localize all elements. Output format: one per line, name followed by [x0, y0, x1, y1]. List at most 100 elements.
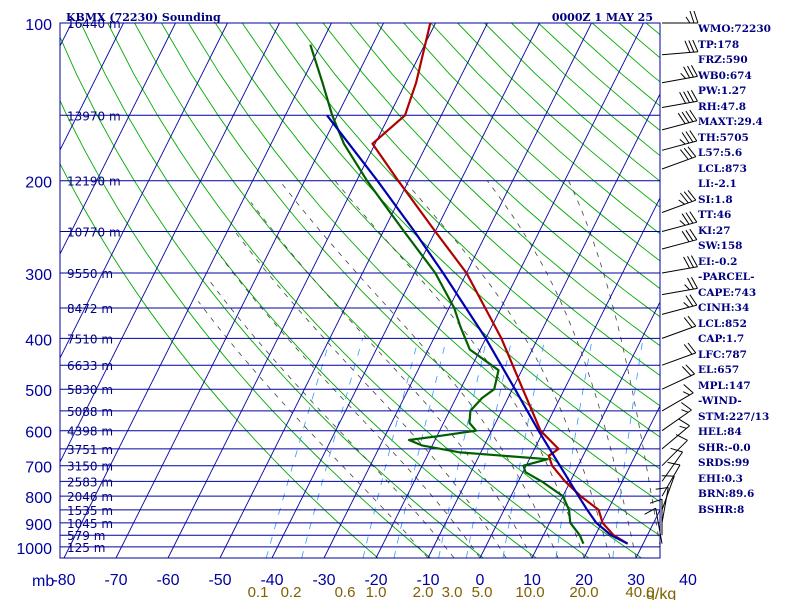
height-tick-label: 16440 m — [67, 17, 121, 31]
sounding-index-item: EHI:0.3 — [698, 472, 743, 485]
sounding-index-item: EI:-0.2 — [698, 255, 738, 268]
wind-barb — [661, 364, 695, 390]
mixing-ratio-tick-label: 3.0 — [442, 584, 463, 600]
wind-barb — [661, 89, 698, 108]
isotherm-line — [323, 23, 592, 558]
temperature-tick-label: 10 — [523, 572, 541, 589]
sounding-index-item: RH:47.8 — [698, 100, 747, 113]
moist-adiabat-line — [197, 301, 429, 558]
temperature-tick-label: -30 — [312, 572, 335, 589]
sounding-index-item: -PARCEL- — [698, 271, 755, 283]
temperature-profile-line — [371, 23, 629, 545]
isotherm-line — [219, 23, 488, 558]
mixing-ratio-tick-label: 5.0 — [472, 584, 493, 600]
mixing-ratio-line — [612, 338, 644, 558]
sounding-index-item: BRN:89.6 — [698, 488, 755, 500]
dry-adiabat-line — [214, 23, 660, 470]
sounding-index-item: TH:5705 — [698, 131, 749, 144]
height-tick-label: 1045 m — [67, 517, 113, 531]
sounding-index-item: FRZ:590 — [698, 54, 748, 66]
sounding-index-item: -WIND- — [698, 395, 742, 407]
mixing-ratio-tick-label: 40.0 — [625, 584, 654, 600]
sounding-index-item: WB0:674 — [698, 69, 752, 82]
wind-barb — [661, 418, 690, 450]
isotherm-line — [60, 23, 176, 256]
wind-barb — [661, 109, 698, 131]
sounding-index-item: CAPE:743 — [698, 286, 757, 299]
mixing-ratio-tick-label: 0.1 — [248, 584, 269, 600]
wind-barb — [662, 10, 699, 24]
dry-adiabat-line — [403, 23, 660, 262]
wind-barb — [661, 402, 692, 432]
height-tick-label: 5088 m — [67, 405, 113, 419]
sounding-index-item: LI:-2.1 — [698, 178, 737, 190]
wind-barb — [661, 277, 698, 296]
height-tick-label: 10770 m — [67, 226, 121, 240]
sounding-index-item: CAP:1.7 — [698, 333, 745, 345]
sounding-index-item: STM:227/13 — [698, 410, 770, 423]
parcel-path-line — [326, 114, 629, 545]
dry-adiabat-line — [80, 23, 537, 558]
mixing-ratio-line — [502, 338, 546, 558]
sounding-index-item: MPL:147 — [698, 379, 751, 392]
chart-title: KBMX (72230) Sounding — [66, 11, 221, 24]
mixing-ratio-line — [301, 338, 364, 558]
wind-barb — [661, 384, 694, 412]
temperature-tick-label: -20 — [364, 572, 387, 589]
sounding-index-item: KI:27 — [698, 224, 731, 237]
wind-barb — [661, 342, 697, 366]
wind-barb — [649, 498, 663, 536]
dry-adiabat-line — [60, 162, 379, 558]
temperature-tick-label: -80 — [52, 572, 75, 589]
moist-adiabat-line — [208, 280, 455, 558]
sounding-index-item: TP:178 — [698, 38, 740, 51]
height-tick-label: 3150 m — [67, 460, 113, 474]
isotherm-line — [60, 23, 280, 464]
wind-barb — [661, 315, 697, 339]
moist-adiabat-line — [404, 180, 611, 558]
dry-adiabat-line — [161, 23, 660, 537]
sounding-index-item: PW:1.27 — [698, 85, 747, 97]
sounding-index-item: HEL:84 — [698, 426, 742, 438]
temperature-tick-label: -50 — [208, 572, 231, 589]
temperature-tick-label: 20 — [575, 572, 593, 589]
temperature-tick-label: -70 — [104, 572, 127, 589]
wind-barb — [661, 130, 698, 151]
mixing-ratio-tick-label: 20.0 — [569, 584, 598, 600]
mixing-ratio-line — [265, 338, 331, 558]
wind-barb — [661, 255, 698, 274]
isotherm-line — [0, 23, 20, 558]
pressure-tick-label: 500 — [25, 383, 52, 400]
isotherm-line — [167, 23, 436, 558]
temperature-tick-label: 0 — [476, 572, 485, 589]
mixing-ratio-tick-label: 10.0 — [515, 584, 544, 600]
dry-adiabat-line — [295, 23, 660, 376]
mixing-ratio-line — [465, 338, 513, 558]
temperature-tick-label: -60 — [156, 572, 179, 589]
height-tick-label: 12190 m — [67, 175, 121, 189]
isotherm-line — [115, 23, 384, 558]
moist-adiabat-line — [334, 180, 585, 558]
isotherm-line — [427, 92, 660, 558]
wind-barb — [644, 507, 663, 544]
sounding-index-item: SHR:-0.0 — [698, 441, 751, 454]
sounding-index-item: MAXT:29.4 — [698, 116, 763, 128]
isotherm-line — [271, 23, 540, 558]
moist-adiabat-line — [250, 202, 533, 558]
sounding-index-item: L57:5.6 — [698, 147, 743, 159]
wind-barb — [661, 475, 675, 511]
isotherm-line — [583, 404, 660, 558]
height-tick-label: 8472 m — [67, 302, 113, 316]
sounding-index-item: SW:158 — [698, 240, 743, 252]
dry-adiabat-line — [349, 23, 660, 318]
height-tick-label: 9550 m — [67, 267, 113, 281]
height-tick-label: 4398 m — [67, 425, 113, 439]
mixing-ratio-unit-label: g/kg — [646, 586, 676, 600]
pressure-tick-label: 900 — [25, 517, 52, 534]
dry-adiabat-line — [60, 99, 431, 558]
sounding-index-item: SI:1.8 — [698, 193, 733, 206]
moist-adiabat-line — [486, 180, 637, 558]
height-tick-label: 7510 m — [67, 332, 113, 346]
wind-barb — [661, 228, 698, 250]
